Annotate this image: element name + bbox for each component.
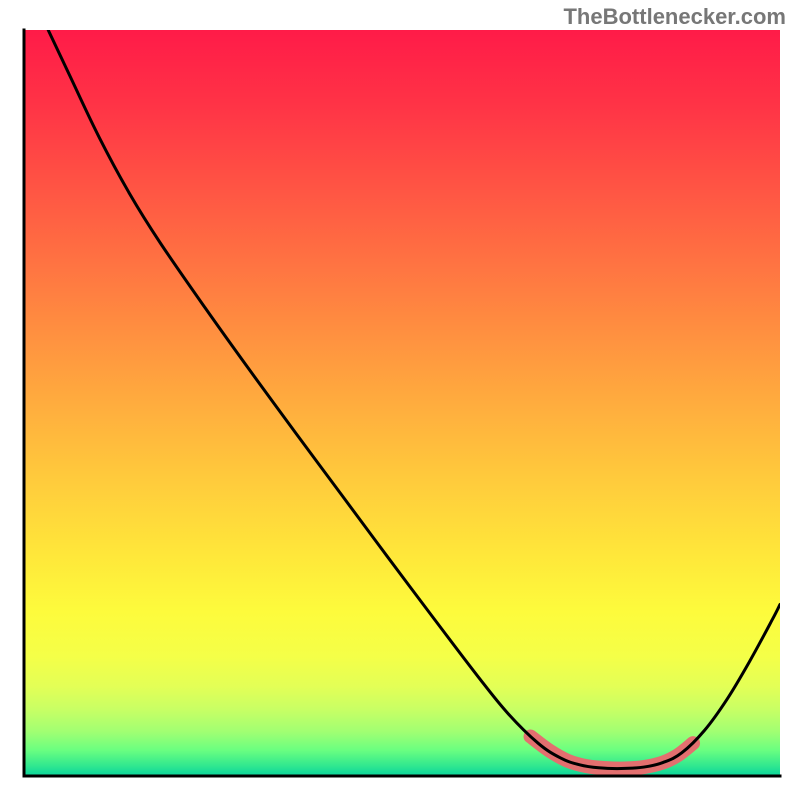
bottleneck-chart [0, 0, 800, 800]
chart-container: TheBottlenecker.com [0, 0, 800, 800]
gradient-background [24, 30, 780, 776]
watermark-text: TheBottlenecker.com [563, 4, 786, 30]
